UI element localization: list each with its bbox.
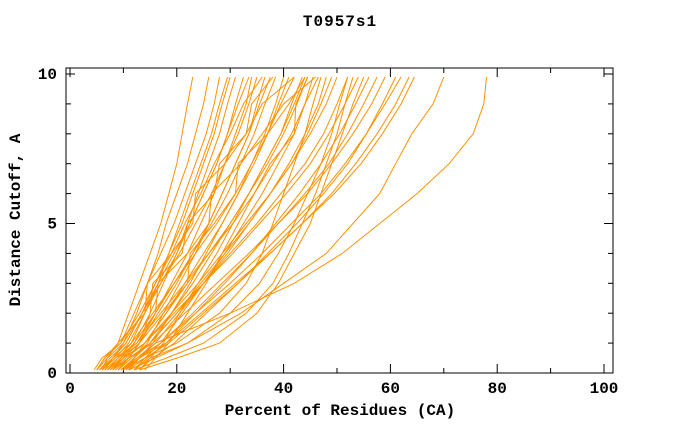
y-tick-label: 0 <box>47 365 57 383</box>
x-tick-label: 0 <box>65 380 75 398</box>
x-tick-label: 40 <box>274 380 293 398</box>
model-curve <box>96 76 258 371</box>
model-curve <box>139 76 397 371</box>
model-curve <box>104 76 250 371</box>
model-curve <box>101 76 319 371</box>
model-curve <box>133 76 354 371</box>
model-curve <box>120 76 402 371</box>
model-curve <box>101 76 210 371</box>
y-tick-label: 5 <box>47 216 57 234</box>
model-curve <box>123 76 327 371</box>
model-curve <box>107 76 228 371</box>
model-curve <box>99 76 295 371</box>
model-curve <box>107 76 359 371</box>
model-curve <box>107 76 309 371</box>
model-curve <box>123 76 415 371</box>
model-curve <box>96 76 263 371</box>
model-curve <box>144 76 309 371</box>
model-curve <box>128 76 306 371</box>
x-tick-label: 20 <box>167 380 186 398</box>
model-curve <box>112 76 316 371</box>
x-tick-label: 80 <box>488 380 507 398</box>
model-curve <box>139 76 365 371</box>
y-tick-label: 10 <box>38 66 57 84</box>
x-axis-label: Percent of Residues (CA) <box>224 402 456 420</box>
model-curve <box>117 76 349 371</box>
model-curve <box>123 76 322 371</box>
model-curve <box>112 76 386 371</box>
x-tick-label: 100 <box>590 380 619 398</box>
model-curve <box>128 76 285 371</box>
x-tick-label: 60 <box>381 380 400 398</box>
plot-title: T0957s1 <box>302 13 378 31</box>
model-curve <box>117 76 274 371</box>
model-curve <box>133 76 445 371</box>
plot-frame <box>65 67 614 374</box>
model-curve <box>123 76 487 371</box>
model-curve <box>139 76 306 371</box>
